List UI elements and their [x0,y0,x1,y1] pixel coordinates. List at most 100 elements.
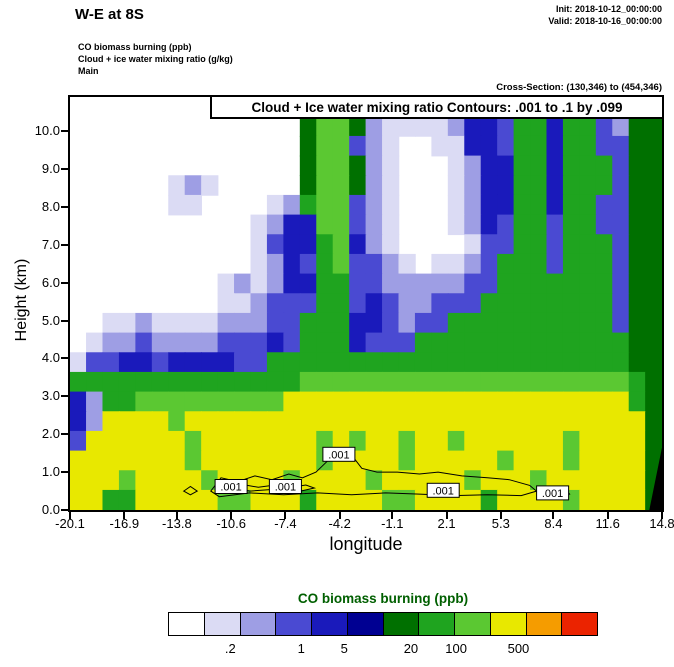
field-cell [398,253,416,275]
field-cell [530,391,548,413]
field-cell [612,371,630,393]
field-cell [332,391,350,413]
field-cell [168,391,186,413]
field-cell [234,273,252,295]
x-tick-mark [606,512,609,519]
field-cell [645,411,662,432]
field-cell [497,450,515,472]
field-cell [184,391,202,413]
field-cell [102,411,120,432]
field-cell [628,293,646,314]
colorbar-cell [346,613,383,635]
field-cell [464,352,482,373]
field-cell [497,411,515,432]
field-cell [349,312,367,334]
field-cell [349,470,367,491]
field-cell [612,352,630,373]
field-cell [382,312,400,334]
y-tick-mark [61,433,68,436]
field-cell [546,293,564,314]
field-cell [464,470,482,491]
field-cell [184,175,202,196]
field-cell [70,430,87,452]
field-cell [464,273,482,295]
field-cell [283,312,301,334]
field-cell [645,312,662,334]
field-cell [595,371,614,393]
field-cell [283,450,301,472]
field-cell [118,332,137,354]
field-cell [398,312,416,334]
field-cell [365,489,383,510]
field-cell [382,175,400,196]
field-cell [431,273,449,295]
field-cell [497,371,515,393]
x-tick-mark [284,512,287,519]
field-cell [628,470,646,491]
field-cell [365,371,383,393]
field-cell [135,470,153,491]
plot-area: .001 .001 .001 .001 .001 Cloud + Ice water m… [68,95,664,512]
colorbar-cell [382,613,419,635]
y-tick-label: 4.0 [41,350,60,366]
y-tick-label: 9.0 [41,160,60,176]
field-cell [497,214,515,236]
field-cell [562,214,581,236]
field-cell [546,234,564,255]
field-cell [168,489,186,510]
field-cell [628,371,646,393]
x-tick-label: -20.1 [55,516,85,531]
field-cell [365,312,383,334]
field-cell [299,155,318,177]
field-cell [382,352,400,373]
field-cell [365,470,383,491]
field-cell [562,194,581,216]
field-cell [480,214,498,236]
field-cell [365,411,383,432]
field-cell [645,273,662,295]
field-cell [645,116,662,137]
field-cell [579,234,597,255]
field-cell [645,352,662,373]
field-cell [645,391,662,413]
field-cell [266,273,285,295]
field-cell [513,391,531,413]
field-cell [151,450,170,472]
field-cell [628,116,646,137]
field-cell [299,489,318,510]
field-cell [250,352,268,373]
field-cell [234,391,252,413]
field-cell [118,312,137,334]
field-cell [365,293,383,314]
field-cell [349,273,367,295]
field-cell [595,332,614,354]
field-cell [546,253,564,275]
field-cell [628,135,646,157]
field-cell [431,371,449,393]
field-cell [234,371,252,393]
field-cell [595,450,614,472]
field-cell [332,352,350,373]
field-cell [431,293,449,314]
field-cell [332,371,350,393]
field-cell [86,450,104,472]
field-cell [168,352,186,373]
field-cell [595,352,614,373]
field-cell [316,489,334,510]
field-cell [382,391,400,413]
field-cell [332,194,350,216]
y-tick-mark [61,130,68,133]
field-cell [118,450,137,472]
field-cell [250,234,268,255]
heatmap-canvas: .001 .001 .001 .001 .001 [70,97,662,510]
field-cell [168,411,186,432]
field-cell [645,450,662,472]
field-cell [513,214,531,236]
field-cell [612,116,630,137]
field-cell [70,470,87,491]
field-cell [612,135,630,157]
field-cell [168,470,186,491]
field-cell [217,332,235,354]
field-cell [217,293,235,314]
x-tick-mark [445,512,448,519]
